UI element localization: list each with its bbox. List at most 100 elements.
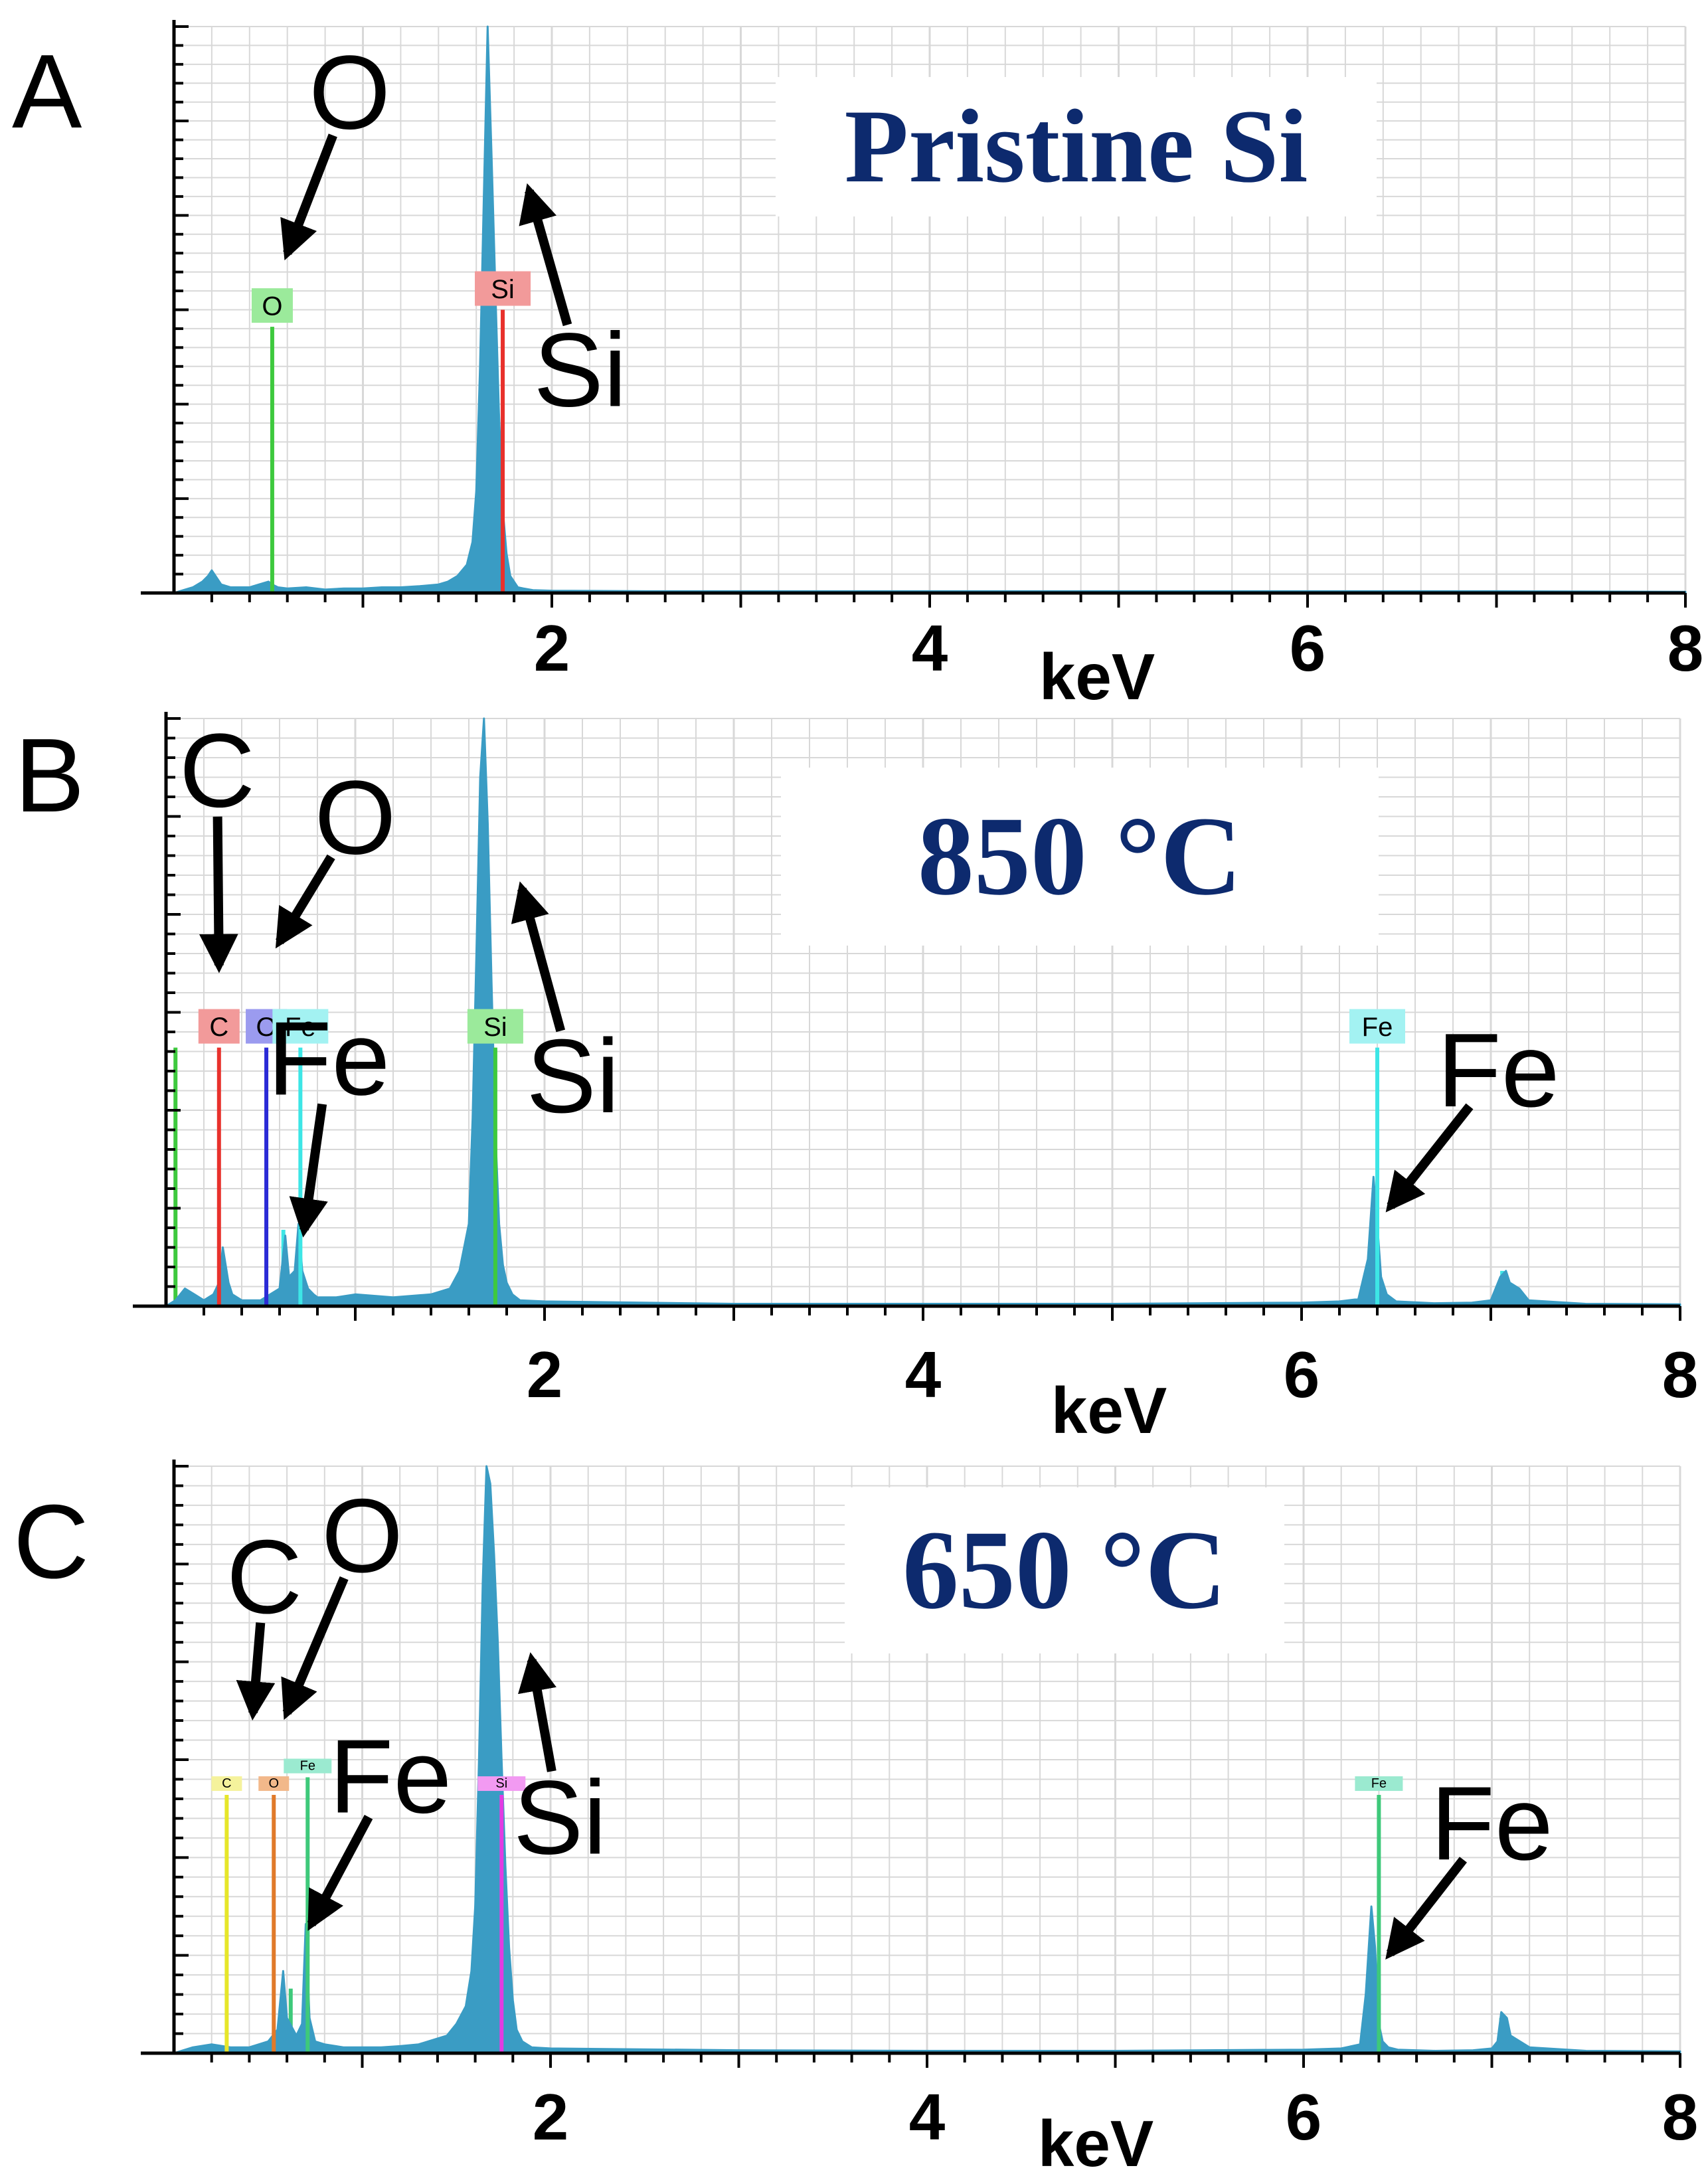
x-tick-label: 2	[533, 2080, 569, 2153]
marker-tag-label: Fe	[1371, 1776, 1387, 1791]
marker-tag	[211, 1776, 242, 1792]
annotation-fe: Fe	[1385, 1012, 1560, 1213]
annotation-label: O	[309, 35, 390, 151]
chart-title-box	[845, 1487, 1284, 1653]
annotation-arrow	[1385, 1103, 1474, 1213]
element-marker-fe: Fe	[1349, 1009, 1405, 1306]
annotation-o: O	[275, 760, 396, 949]
marker-tag	[251, 288, 293, 323]
marker-tag-label: C	[209, 1013, 228, 1042]
annotation-o: O	[280, 35, 390, 261]
x-tick-label: 6	[1284, 1338, 1320, 1411]
annotation-arrow	[1385, 1857, 1467, 1960]
marker-tag	[477, 1776, 526, 1792]
x-tick-label: 8	[1667, 612, 1704, 685]
annotation-arrow	[307, 1815, 373, 1931]
annotation-arrow	[519, 183, 572, 327]
annotation-label: Fe	[1437, 1012, 1559, 1129]
annotation-label: Si	[527, 1018, 620, 1135]
element-marker-fe: Fe	[1355, 1776, 1403, 2053]
annotation-si: Si	[511, 881, 620, 1135]
marker-tag	[467, 1009, 523, 1044]
marker-tag-label: O	[268, 1776, 279, 1791]
annotation-si: Si	[519, 183, 627, 429]
element-marker-o: O	[258, 1776, 290, 2053]
chart-title: 650 °C	[902, 1507, 1227, 1632]
x-axis-label: keV	[1039, 640, 1155, 713]
element-marker-o: O	[251, 288, 293, 593]
marker-tag	[198, 1009, 240, 1044]
element-marker-si: Si	[477, 1776, 526, 2053]
spectrum-series	[165, 717, 1681, 1307]
element-marker-si: Si	[467, 1009, 523, 1306]
x-tick-label: 2	[534, 612, 570, 685]
marker-tag-label: Fe	[285, 1013, 316, 1042]
annotation-o: O	[281, 1477, 403, 1721]
x-tick-label: 4	[909, 2080, 946, 2153]
grid-lines	[174, 1466, 1681, 2053]
annotation-arrow	[236, 1622, 276, 1721]
chart-title: 850 °C	[918, 794, 1242, 918]
annotation-arrow	[199, 816, 238, 973]
chart-title: Pristine Si	[845, 88, 1308, 205]
annotation-arrow	[289, 1103, 328, 1238]
element-marker-fe: Fe	[272, 1009, 329, 1306]
marker-tag-label: Fe	[1362, 1013, 1393, 1042]
marker-tag	[284, 1758, 332, 1774]
x-tick-label: 4	[905, 1338, 942, 1411]
x-tick-label: 8	[1662, 1338, 1699, 1411]
marker-tag	[258, 1776, 290, 1792]
x-tick-label: 8	[1662, 2080, 1699, 2153]
marker-tag-label: C	[222, 1776, 231, 1791]
annotation-c: C	[226, 1519, 302, 1721]
marker-tag	[272, 1009, 329, 1044]
annotation-label: Si	[533, 312, 627, 429]
x-tick-label: 6	[1286, 2080, 1322, 2153]
annotation-arrow	[518, 1652, 556, 1772]
annotation-arrow	[275, 854, 335, 949]
annotation-label: C	[226, 1519, 302, 1636]
annotation-arrow	[281, 1576, 349, 1721]
annotation-label: Si	[513, 1759, 607, 1876]
element-marker-si: Si	[475, 271, 531, 593]
annotation-label: C	[179, 713, 255, 829]
annotation-label: Fe	[1430, 1765, 1553, 1882]
panel-letter: C	[13, 1483, 89, 1600]
annotation-label: Fe	[329, 1719, 452, 1835]
annotation-c: C	[179, 713, 255, 973]
annotation-label: O	[321, 1477, 403, 1594]
marker-tag-label: O	[262, 292, 282, 321]
chart-panel-a: A Pristine Si Si O 2 4 6 8 keV O Si	[12, 20, 1703, 713]
x-axis-label: keV	[1038, 2107, 1153, 2180]
panel-letter: A	[12, 33, 82, 150]
annotation-arrow	[511, 881, 566, 1033]
marker-tag	[1355, 1776, 1403, 1792]
x-tick-label: 4	[912, 612, 948, 685]
marker-tag-label: Si	[495, 1776, 507, 1791]
marker-tag	[475, 271, 531, 306]
chart-title-box	[776, 77, 1377, 216]
spectrum-series	[173, 1465, 1681, 2055]
element-marker-c: C	[211, 1776, 242, 2053]
x-axis-label: keV	[1051, 1374, 1167, 1447]
marker-tag-label: Si	[491, 275, 515, 304]
annotation-fe: Fe	[268, 1000, 390, 1238]
x-tick-label: 6	[1290, 612, 1326, 685]
annotation-si: Si	[513, 1652, 607, 1876]
annotation-fe: Fe	[1385, 1765, 1553, 1960]
element-marker-c: C	[198, 1009, 240, 1306]
annotation-label: Fe	[268, 1000, 390, 1117]
annotation-fe: Fe	[307, 1719, 452, 1931]
grid-lines	[174, 26, 1687, 593]
x-tick-label: 2	[527, 1338, 563, 1411]
chart-title-box	[781, 768, 1379, 946]
marker-tag-label: Si	[483, 1013, 507, 1042]
panel-letter: B	[15, 717, 84, 834]
marker-tag	[1349, 1009, 1405, 1044]
element-marker-fe: Fe	[284, 1758, 332, 2053]
annotation-arrow	[280, 133, 337, 261]
spectrum-series	[173, 25, 1687, 594]
